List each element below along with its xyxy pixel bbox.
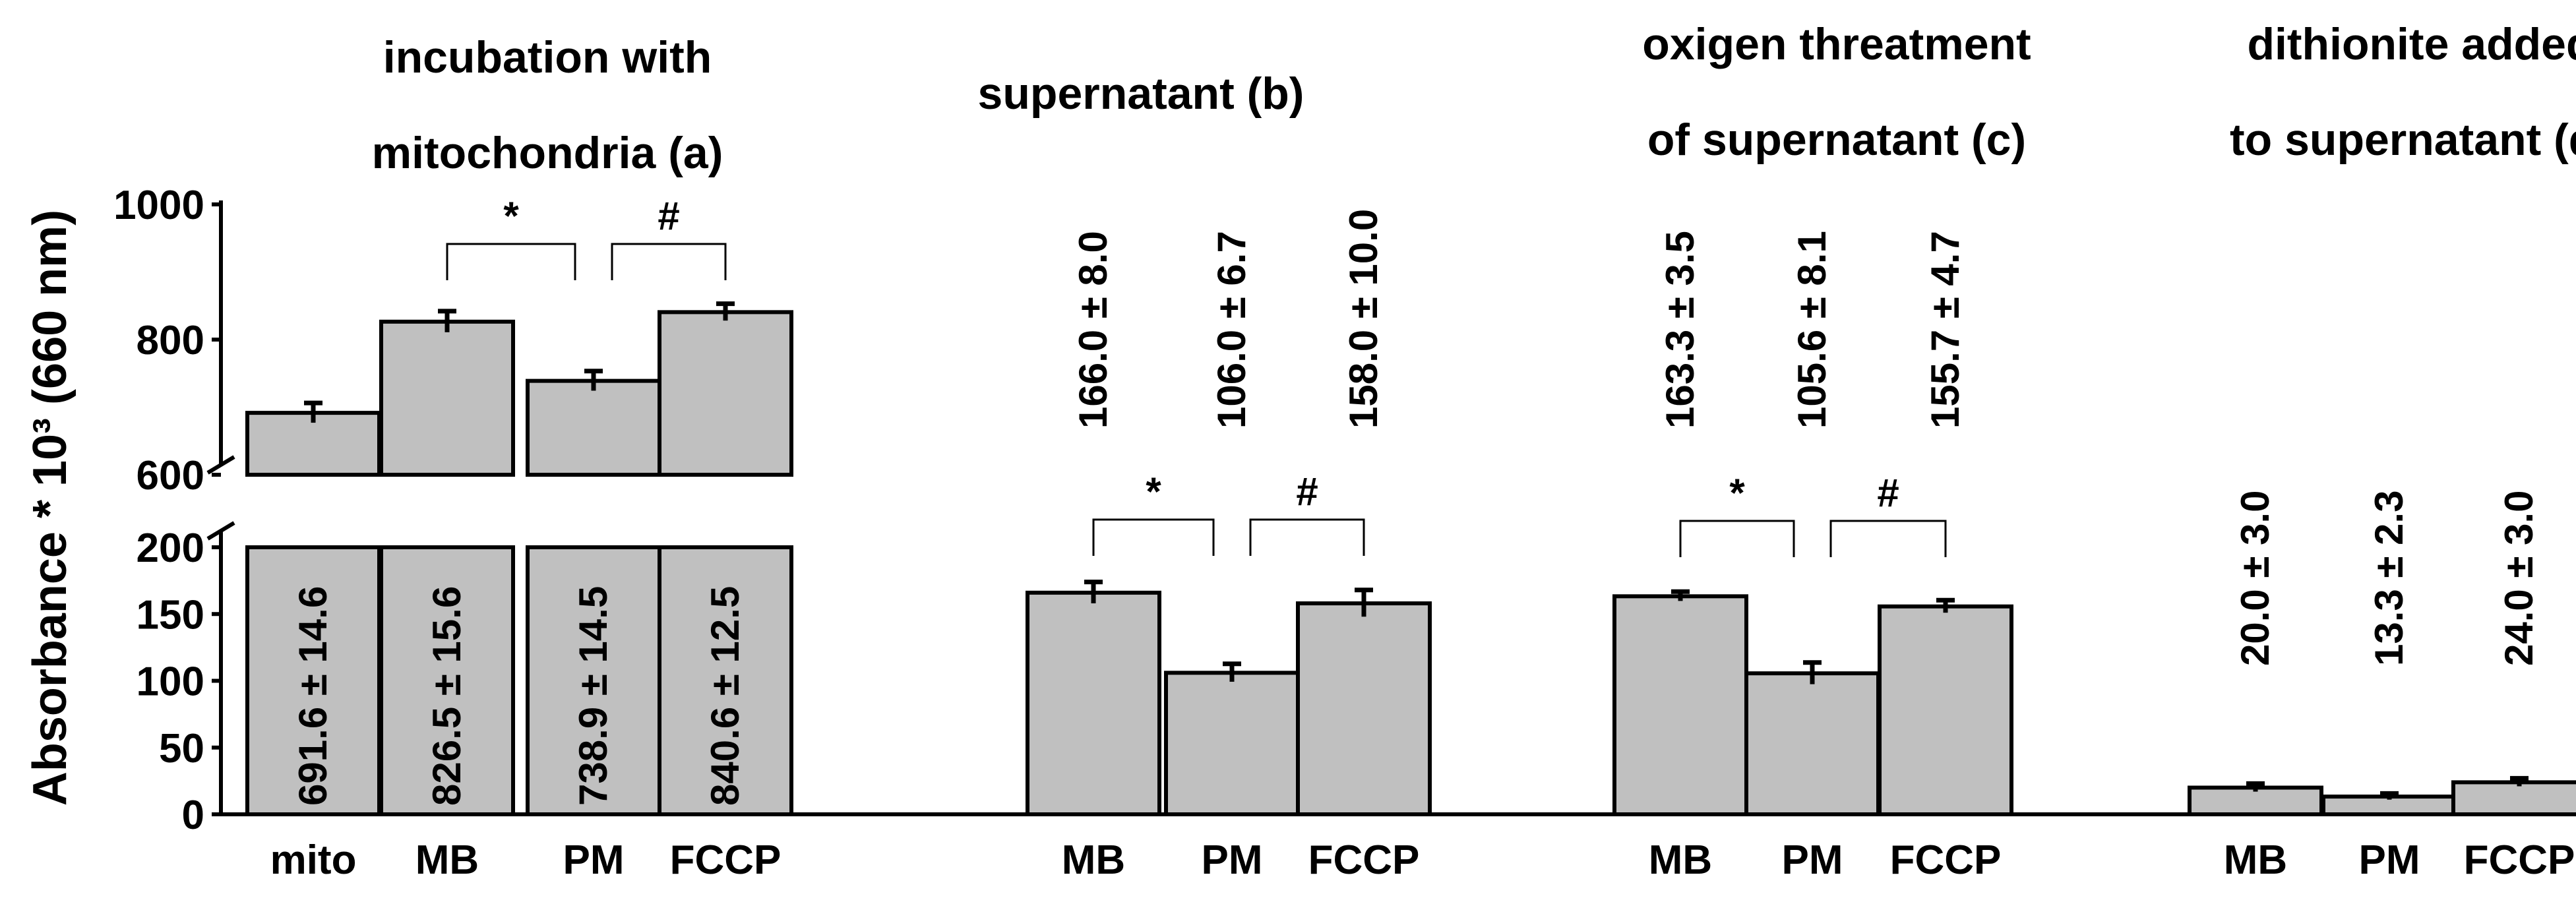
y-tick-label: 800 [137,318,204,363]
bar [1614,596,1746,814]
panel-title: incubation with [383,32,712,82]
bar [528,381,659,475]
data-label: 158.0 ± 10.0 [1341,209,1386,429]
x-tick-label: mito [270,837,357,883]
y-axis-label: Absorbance * 10³ (660 nm) [24,210,77,806]
data-label: 105.6 ± 8.1 [1790,231,1834,429]
bar [1027,593,1159,814]
y-tick-label: 150 [137,592,204,638]
data-label: 24.0 ± 3.0 [2497,491,2541,666]
x-tick-label: MB [415,837,479,883]
significance-bracket [1680,521,1794,557]
x-tick-label: MB [1062,837,1125,883]
data-label: 840.6 ± 12.5 [703,586,747,806]
data-label: 13.3 ± 2.3 [2367,491,2411,666]
significance-symbol: # [658,194,679,238]
bar [2453,782,2576,814]
panel-title: dithionite added [2247,19,2576,69]
y-tick-label: 200 [137,526,204,571]
bar-break-gap [525,477,662,545]
significance-symbol: * [503,194,519,238]
x-tick-label: PM [563,837,625,883]
plot-area: 0 50 100 150 200 600 800 1000 incubation with mit… [113,19,2576,883]
x-tick-label: FCCP [670,837,782,883]
panel-title: oxigen threatment [1642,19,2031,69]
significance-symbol: # [1877,471,1899,515]
panel-title: to supernatant (d) [2230,115,2576,165]
bar [1298,603,1430,814]
x-tick-label: PM [2359,837,2420,883]
x-tick-label: MB [1649,837,1712,883]
bar-break-gap [245,477,382,545]
significance-symbol: * [1729,471,1745,515]
bar [1746,673,1878,814]
significance-symbol: # [1296,469,1318,514]
data-label: 166.0 ± 8.0 [1071,231,1115,429]
y-tick-label: 0 [182,793,204,838]
bar [1880,607,2011,814]
significance-symbol: * [1146,469,1161,514]
panel-title: of supernatant (c) [1647,115,2026,165]
bar-break-gap [657,477,794,545]
x-tick-label: FCCP [1890,837,2002,883]
data-label: 106.0 ± 6.7 [1210,231,1254,429]
y-tick-label: 50 [159,726,204,771]
x-tick-label: FCCP [1308,837,1420,883]
y-tick-label: 600 [137,453,204,498]
bar [659,312,791,475]
significance-bracket [1831,521,1946,557]
significance-bracket [612,244,725,280]
bar [1166,673,1298,814]
panel-title: mitochondria (a) [372,128,723,178]
data-label: 20.0 ± 3.0 [2233,491,2277,666]
x-tick-label: MB [2224,837,2287,883]
data-label: 163.3 ± 3.5 [1658,231,1702,429]
significance-bracket [447,244,575,280]
significance-bracket [1093,520,1213,556]
x-tick-label: FCCP [2464,837,2575,883]
bar [381,322,513,475]
bar-break-gap [379,477,516,545]
x-tick-label: PM [1202,837,1263,883]
panel-title: supernatant (b) [978,69,1304,119]
data-label: 691.6 ± 14.6 [291,586,335,806]
y-tick-label: 100 [137,659,204,705]
data-label: 738.9 ± 14.5 [571,586,615,806]
significance-bracket [1250,520,1364,556]
x-tick-label: PM [1782,837,1843,883]
data-label: 826.5 ± 15.6 [425,586,469,806]
data-label: 155.7 ± 4.7 [1923,231,1967,429]
y-tick-label: 1000 [113,183,204,228]
